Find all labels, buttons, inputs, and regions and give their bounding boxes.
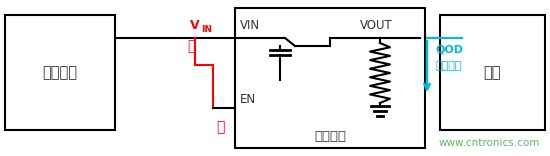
Text: VOUT: VOUT [360, 19, 393, 32]
Bar [235, 8, 425, 148]
Text: VIN: VIN [240, 19, 260, 32]
Bar [5, 15, 115, 130]
Bar [440, 15, 545, 130]
Text: www.cntronics.com: www.cntronics.com [439, 138, 540, 148]
Text: 负载开关: 负载开关 [314, 129, 346, 142]
Text: 关: 关 [216, 120, 224, 134]
Text: EN: EN [240, 93, 256, 106]
Text: 负载: 负载 [484, 65, 501, 80]
Text: 电源开关: 电源开关 [42, 65, 78, 80]
Text: IN: IN [201, 25, 212, 34]
Text: 开: 开 [187, 39, 195, 53]
Text: 放电通路: 放电通路 [435, 61, 461, 71]
Text: V: V [190, 19, 200, 32]
Text: QOD: QOD [435, 45, 463, 55]
